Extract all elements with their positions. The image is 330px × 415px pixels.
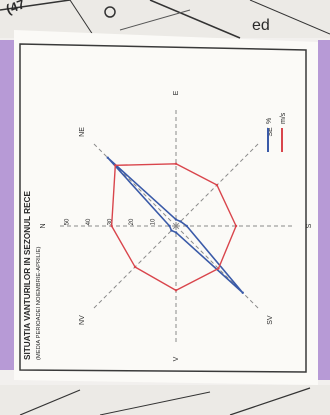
direction-label-v: V	[173, 356, 180, 361]
bottom-map-fragment	[0, 385, 330, 415]
chart-title-block: SITUATIA VANTURILOR IN SEZONUL RECE (MED…	[23, 191, 42, 360]
direction-label-sv: SV	[267, 315, 274, 325]
series-percent-point-v	[174, 231, 178, 234]
direction-label-nv: NV	[79, 315, 86, 325]
left-purple-band	[0, 40, 14, 370]
series-speed-point-se	[215, 183, 219, 187]
series-percent-point-s	[185, 224, 188, 228]
series-speed-point-n	[110, 224, 113, 228]
series-percent-point-ne	[106, 156, 109, 159]
chart-subtitle: (MEDIA PERIOADEI NOIEMBRIE-APRILIE)	[36, 247, 42, 360]
series-speed-point-s	[234, 224, 238, 228]
series-percent-point-sv	[241, 291, 244, 294]
radial-tick-label: 20	[129, 218, 135, 225]
right-purple-band	[318, 40, 330, 380]
series-speed-point-e	[174, 162, 178, 165]
radial-tick-label: 40	[86, 218, 92, 225]
radial-tick-label: 10	[151, 218, 157, 225]
series-percent-point-n	[168, 224, 171, 228]
radial-tick-label: 50	[65, 218, 71, 225]
axis-ne	[92, 142, 177, 227]
chart-title: SITUATIA VANTURILOR IN SEZONUL RECE	[23, 191, 32, 360]
direction-label-n: N	[40, 223, 47, 228]
legend-label-percent: %	[266, 118, 273, 124]
series-speed-point-ne	[114, 164, 117, 167]
direction-label-ne: NE	[79, 127, 86, 137]
series-speed-point-nv	[133, 265, 137, 269]
series-speed-point-v	[174, 289, 178, 292]
wind-rose-chart: N NE E SE S SV V NV 10 20 30 40 50	[40, 90, 313, 361]
page-corner-right-text: ed	[252, 17, 270, 34]
series-percent-point-nv	[170, 229, 173, 232]
series-percent-point-e	[174, 218, 178, 221]
direction-label-se: SE	[267, 127, 274, 137]
direction-label-s: S	[306, 223, 313, 228]
series-percent-point-se	[179, 220, 182, 223]
series-speed-point-sv	[217, 267, 220, 270]
direction-label-e: E	[173, 90, 180, 95]
legend-label-speed: m/s	[280, 112, 287, 124]
radial-tick-label: 30	[108, 218, 114, 225]
chart-panel	[14, 30, 318, 385]
chart-legend: % m/s	[266, 112, 287, 152]
